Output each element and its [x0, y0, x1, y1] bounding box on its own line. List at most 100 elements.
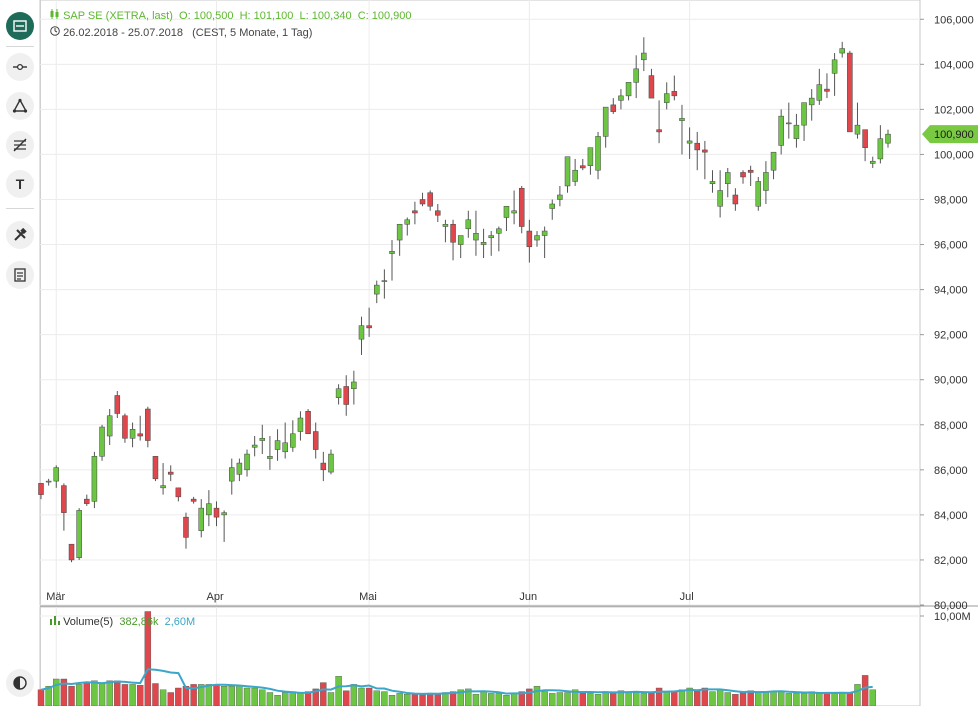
volume-bar	[373, 690, 380, 706]
low-value: 100,340	[311, 10, 352, 22]
candle	[671, 75, 678, 101]
candlestick-series	[38, 37, 891, 563]
volume-bar	[556, 692, 564, 706]
y-tick-label: 94,000	[934, 285, 968, 297]
volume-bar	[327, 692, 335, 706]
candle	[213, 501, 220, 527]
volume-bar	[167, 692, 174, 706]
y-tick-label: 82,000	[934, 555, 968, 567]
candle	[869, 156, 876, 168]
candle	[488, 231, 494, 256]
volume-bar	[251, 687, 258, 706]
candle	[534, 231, 540, 247]
candle-body	[442, 224, 449, 227]
y-tick-label: 96,000	[934, 240, 968, 252]
candle-body	[656, 129, 662, 133]
candle-body	[725, 172, 731, 184]
time-axis: Mär Apr Mai Jun Jul	[46, 591, 693, 603]
volume-bar	[495, 693, 503, 706]
candle-body	[862, 129, 868, 148]
volume-bar	[465, 688, 472, 706]
candle-body	[511, 210, 517, 214]
candle-body	[366, 325, 372, 329]
candle	[145, 406, 151, 448]
candle	[419, 192, 426, 207]
shape-tool-icon[interactable]	[6, 92, 34, 120]
candle	[221, 510, 227, 542]
volume-bar	[640, 693, 648, 706]
candle	[312, 422, 319, 459]
candle	[801, 102, 807, 141]
candle-body	[244, 453, 250, 471]
volume-label: Volume(5)	[63, 616, 114, 628]
last-price-marker: 100,900	[922, 125, 978, 144]
candle-body	[114, 395, 121, 414]
volume-bar	[98, 682, 106, 706]
chart-type-icon[interactable]	[6, 12, 34, 40]
candle	[84, 494, 90, 506]
volume-bar	[709, 691, 716, 706]
close-value: 100,900	[371, 10, 412, 22]
text-tool-icon[interactable]: T	[6, 170, 34, 198]
candle-body	[557, 194, 563, 200]
candle-body	[786, 122, 792, 125]
candle-body	[206, 503, 212, 516]
candle	[229, 458, 235, 495]
volume-bar	[91, 680, 98, 706]
candle	[206, 490, 212, 527]
candle	[305, 409, 311, 435]
candle	[854, 102, 861, 139]
volume-bar	[388, 695, 396, 706]
candle-body	[236, 462, 243, 475]
volume-bar	[602, 691, 609, 706]
candle-body	[45, 480, 52, 483]
candle	[473, 210, 479, 256]
candle-body	[824, 88, 830, 92]
line-tool-icon[interactable]	[6, 53, 34, 81]
candle-body	[282, 442, 288, 453]
volume-bar	[831, 693, 838, 706]
last-price-label: 100,900	[934, 129, 974, 141]
theme-toggle-icon[interactable]	[6, 669, 34, 697]
candle-body	[679, 118, 685, 121]
candle	[824, 73, 830, 99]
volume-bar	[854, 684, 861, 706]
volume-bar	[663, 691, 670, 706]
volume-bar	[220, 686, 228, 706]
candle	[740, 170, 746, 184]
candle-body	[610, 104, 617, 112]
volume-bar	[480, 691, 487, 706]
fibonacci-icon[interactable]	[6, 131, 34, 159]
volume-average-line	[40, 668, 873, 695]
candle-body	[297, 417, 304, 432]
candle	[694, 131, 700, 171]
indicators-icon[interactable]	[6, 221, 34, 249]
candle	[267, 436, 273, 470]
candle	[572, 158, 578, 186]
candle	[511, 190, 517, 225]
candle	[595, 131, 601, 180]
candle	[404, 217, 411, 236]
templates-icon[interactable]	[6, 261, 34, 289]
volume-value: 382,86k	[119, 616, 159, 628]
volume-bar	[724, 692, 731, 706]
candle	[198, 499, 204, 538]
candle-body	[106, 415, 113, 437]
y-tick-label: 106,000	[934, 14, 974, 26]
candle-body	[480, 242, 487, 245]
candle-body	[465, 219, 472, 230]
volume-bar	[472, 694, 480, 706]
candle-body	[808, 97, 815, 106]
volume-bar	[694, 689, 701, 706]
volume-bar	[564, 692, 571, 706]
volume-bar	[358, 687, 365, 706]
candle-body	[755, 181, 762, 207]
volume-bar	[190, 684, 197, 706]
candle-body	[38, 483, 44, 495]
candle	[274, 429, 281, 461]
bar-chart-icon	[50, 616, 63, 628]
candle-body	[518, 187, 525, 227]
candle-body	[526, 230, 533, 248]
candle	[91, 451, 98, 509]
